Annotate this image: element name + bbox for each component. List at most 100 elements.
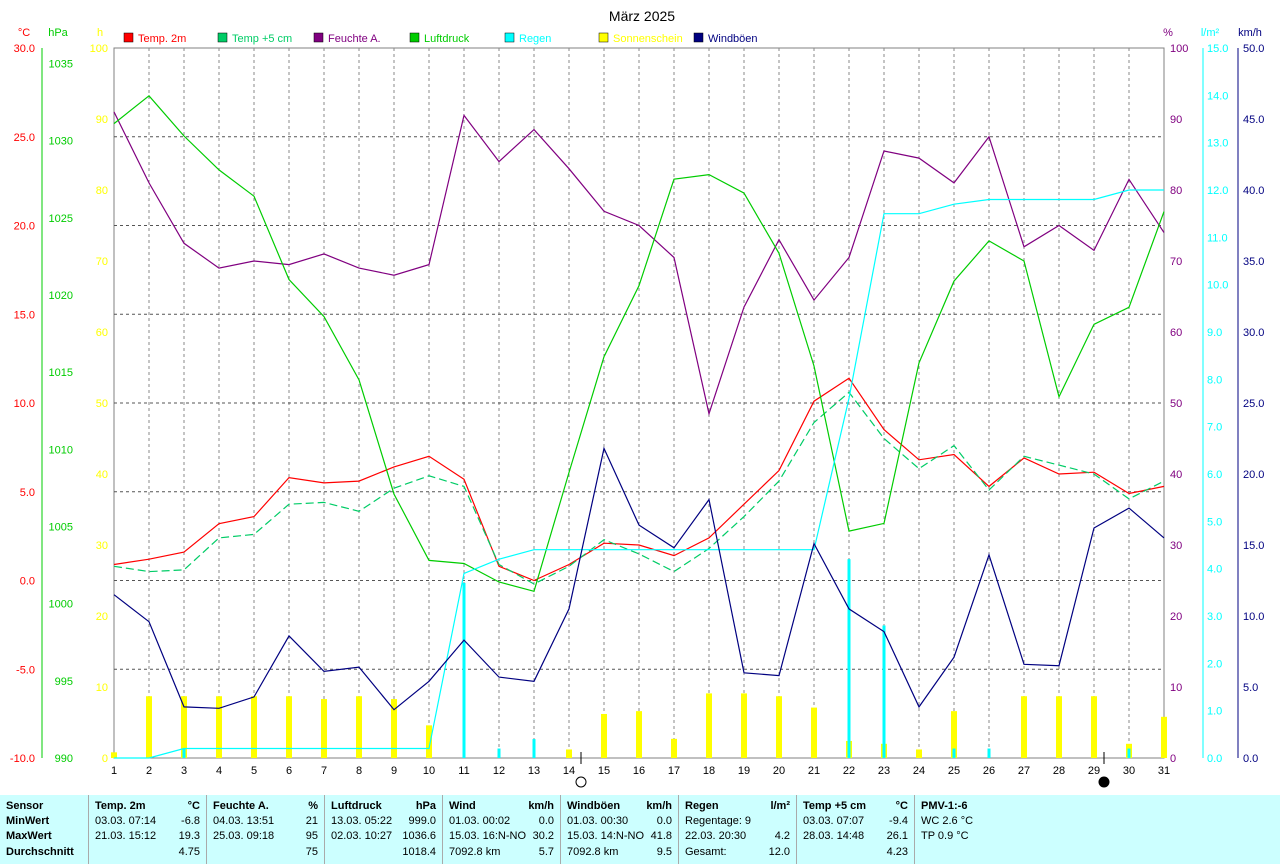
stats-dewpoint: TP 0.9 °C — [921, 830, 969, 842]
stats-avg: 5.7 — [538, 846, 554, 858]
bar-rain — [882, 625, 886, 758]
tick-label-wind: 10.0 — [1243, 611, 1264, 623]
bar-sunshine — [916, 749, 922, 758]
bar-sunshine — [741, 693, 747, 758]
series-line — [113, 391, 1165, 585]
tick-label-sunshine: 50 — [96, 398, 108, 410]
tick-label-day: 8 — [356, 765, 362, 777]
tick-label-day: 19 — [738, 765, 750, 777]
stats-min-time: 03.03. 07:07 — [803, 815, 865, 827]
tick-label-sunshine: 30 — [96, 540, 108, 552]
stats-avg: 4.23 — [886, 846, 908, 858]
tick-label-temp: -5.0 — [16, 664, 35, 676]
stats-title: Wind — [449, 800, 476, 812]
tick-label-rain: 6.0 — [1207, 469, 1222, 481]
bar-sunshine — [286, 696, 292, 758]
series-line — [113, 446, 1165, 711]
tick-label-day: 30 — [1123, 765, 1135, 777]
bar-sunshine — [1021, 696, 1027, 758]
series-line — [113, 94, 1165, 593]
stats-regen: Regen l/m² Regentage: 9 22.03. 20:30 4.2 G… — [679, 795, 796, 864]
tick-label-temp: -10.0 — [10, 753, 35, 765]
tick-label-humidity: 50 — [1170, 398, 1182, 410]
stats-avg: 4.75 — [178, 846, 200, 858]
tick-label-temp: 0.0 — [20, 576, 35, 588]
tick-label-pressure: 1010 — [49, 444, 73, 456]
tick-label-day: 9 — [391, 765, 397, 777]
bar-rain — [497, 748, 501, 758]
stats-unit: hPa — [415, 800, 436, 812]
tick-label-temp: 30.0 — [14, 43, 35, 55]
tick-label-sunshine: 80 — [96, 185, 108, 197]
bar-rain — [847, 559, 851, 758]
tick-label-day: 21 — [808, 765, 820, 777]
tick-label-day: 6 — [286, 765, 292, 777]
tick-label-rain: 3.0 — [1207, 611, 1222, 623]
tick-label-temp: 25.0 — [14, 132, 35, 144]
bar-sunshine — [706, 693, 712, 758]
stats-max: 4.2 — [774, 830, 790, 842]
tick-label-humidity: 10 — [1170, 682, 1182, 694]
legend-swatch — [504, 32, 515, 43]
chart-legend: Temp. 2m Temp +5 cm Feuchte A. Luftdruck Reg… — [123, 32, 758, 45]
tick-label-sunshine: 90 — [96, 114, 108, 126]
stats-unit: km/h — [646, 800, 672, 812]
tick-label-day: 1 — [111, 765, 117, 777]
legend-swatch — [409, 32, 420, 43]
tick-label-day: 17 — [668, 765, 680, 777]
tick-label-humidity: 60 — [1170, 327, 1182, 339]
tick-label-pressure: 1000 — [49, 599, 73, 611]
tick-label-pressure: 990 — [55, 753, 73, 765]
stats-title: Windböen — [567, 800, 621, 812]
stats-max: 19.3 — [178, 830, 200, 842]
axis-unit-sunshine: h — [97, 27, 103, 39]
tick-label-pressure: 1020 — [49, 290, 73, 302]
tick-label-rain: 15.0 — [1207, 43, 1228, 55]
legend-label: Luftdruck — [424, 33, 470, 45]
legend-label: Windböen — [708, 33, 758, 45]
tick-label-day: 18 — [703, 765, 715, 777]
bar-sunshine — [811, 707, 817, 758]
tick-label-day: 10 — [423, 765, 435, 777]
legend-label: Temp. 2m — [138, 33, 186, 45]
stats-min-time: 04.03. 13:51 — [213, 815, 275, 827]
tick-label-wind: 45.0 — [1243, 114, 1264, 126]
bar-rain — [182, 748, 186, 758]
legend-swatch — [598, 32, 609, 43]
grid-lines — [41, 47, 1239, 759]
tick-label-wind: 50.0 — [1243, 43, 1264, 55]
tick-label-wind: 0.0 — [1243, 753, 1258, 765]
tick-label-day: 3 — [181, 765, 187, 777]
tick-label-wind: 25.0 — [1243, 398, 1264, 410]
stats-total: 12.0 — [768, 846, 790, 858]
stats-max-time: 21.03. 15:12 — [95, 830, 157, 842]
bar-sunshine — [566, 749, 572, 758]
bar-sunshine — [181, 696, 187, 758]
legend-label: Sonnenschein — [613, 33, 683, 45]
axis-unit-pressure: hPa — [48, 27, 68, 39]
tick-label-sunshine: 40 — [96, 469, 108, 481]
moon-icon — [1098, 776, 1110, 788]
bar-sunshine — [426, 725, 432, 758]
stats-title: Luftdruck — [331, 800, 382, 812]
tick-label-temp: 10.0 — [14, 398, 35, 410]
tick-label-sunshine: 70 — [96, 256, 108, 268]
legend-label: Feuchte A. — [328, 33, 381, 45]
bar-sunshine — [1161, 716, 1167, 758]
tick-label-rain: 0.0 — [1207, 753, 1222, 765]
tick-label-day: 15 — [598, 765, 610, 777]
tick-label-day: 2 — [146, 765, 152, 777]
stats-total-label: Gesamt: — [685, 846, 727, 858]
stats-title: Feuchte A. — [213, 800, 269, 812]
tick-label-sunshine: 100 — [90, 43, 108, 55]
stats-max-time: 28.03. 14:48 — [803, 830, 865, 842]
stats-min-time: 01.03. 00:30 — [567, 815, 629, 827]
tick-label-pressure: 1035 — [49, 58, 73, 70]
tick-label-temp: 15.0 — [14, 309, 35, 321]
chart-title: März 2025 — [609, 8, 675, 24]
legend-swatch — [693, 32, 704, 43]
stats-min-time: 13.03. 05:22 — [331, 815, 393, 827]
tick-label-pressure: 1025 — [49, 213, 73, 225]
stats-max: 41.8 — [650, 830, 672, 842]
stats-unit: °C — [187, 800, 200, 812]
